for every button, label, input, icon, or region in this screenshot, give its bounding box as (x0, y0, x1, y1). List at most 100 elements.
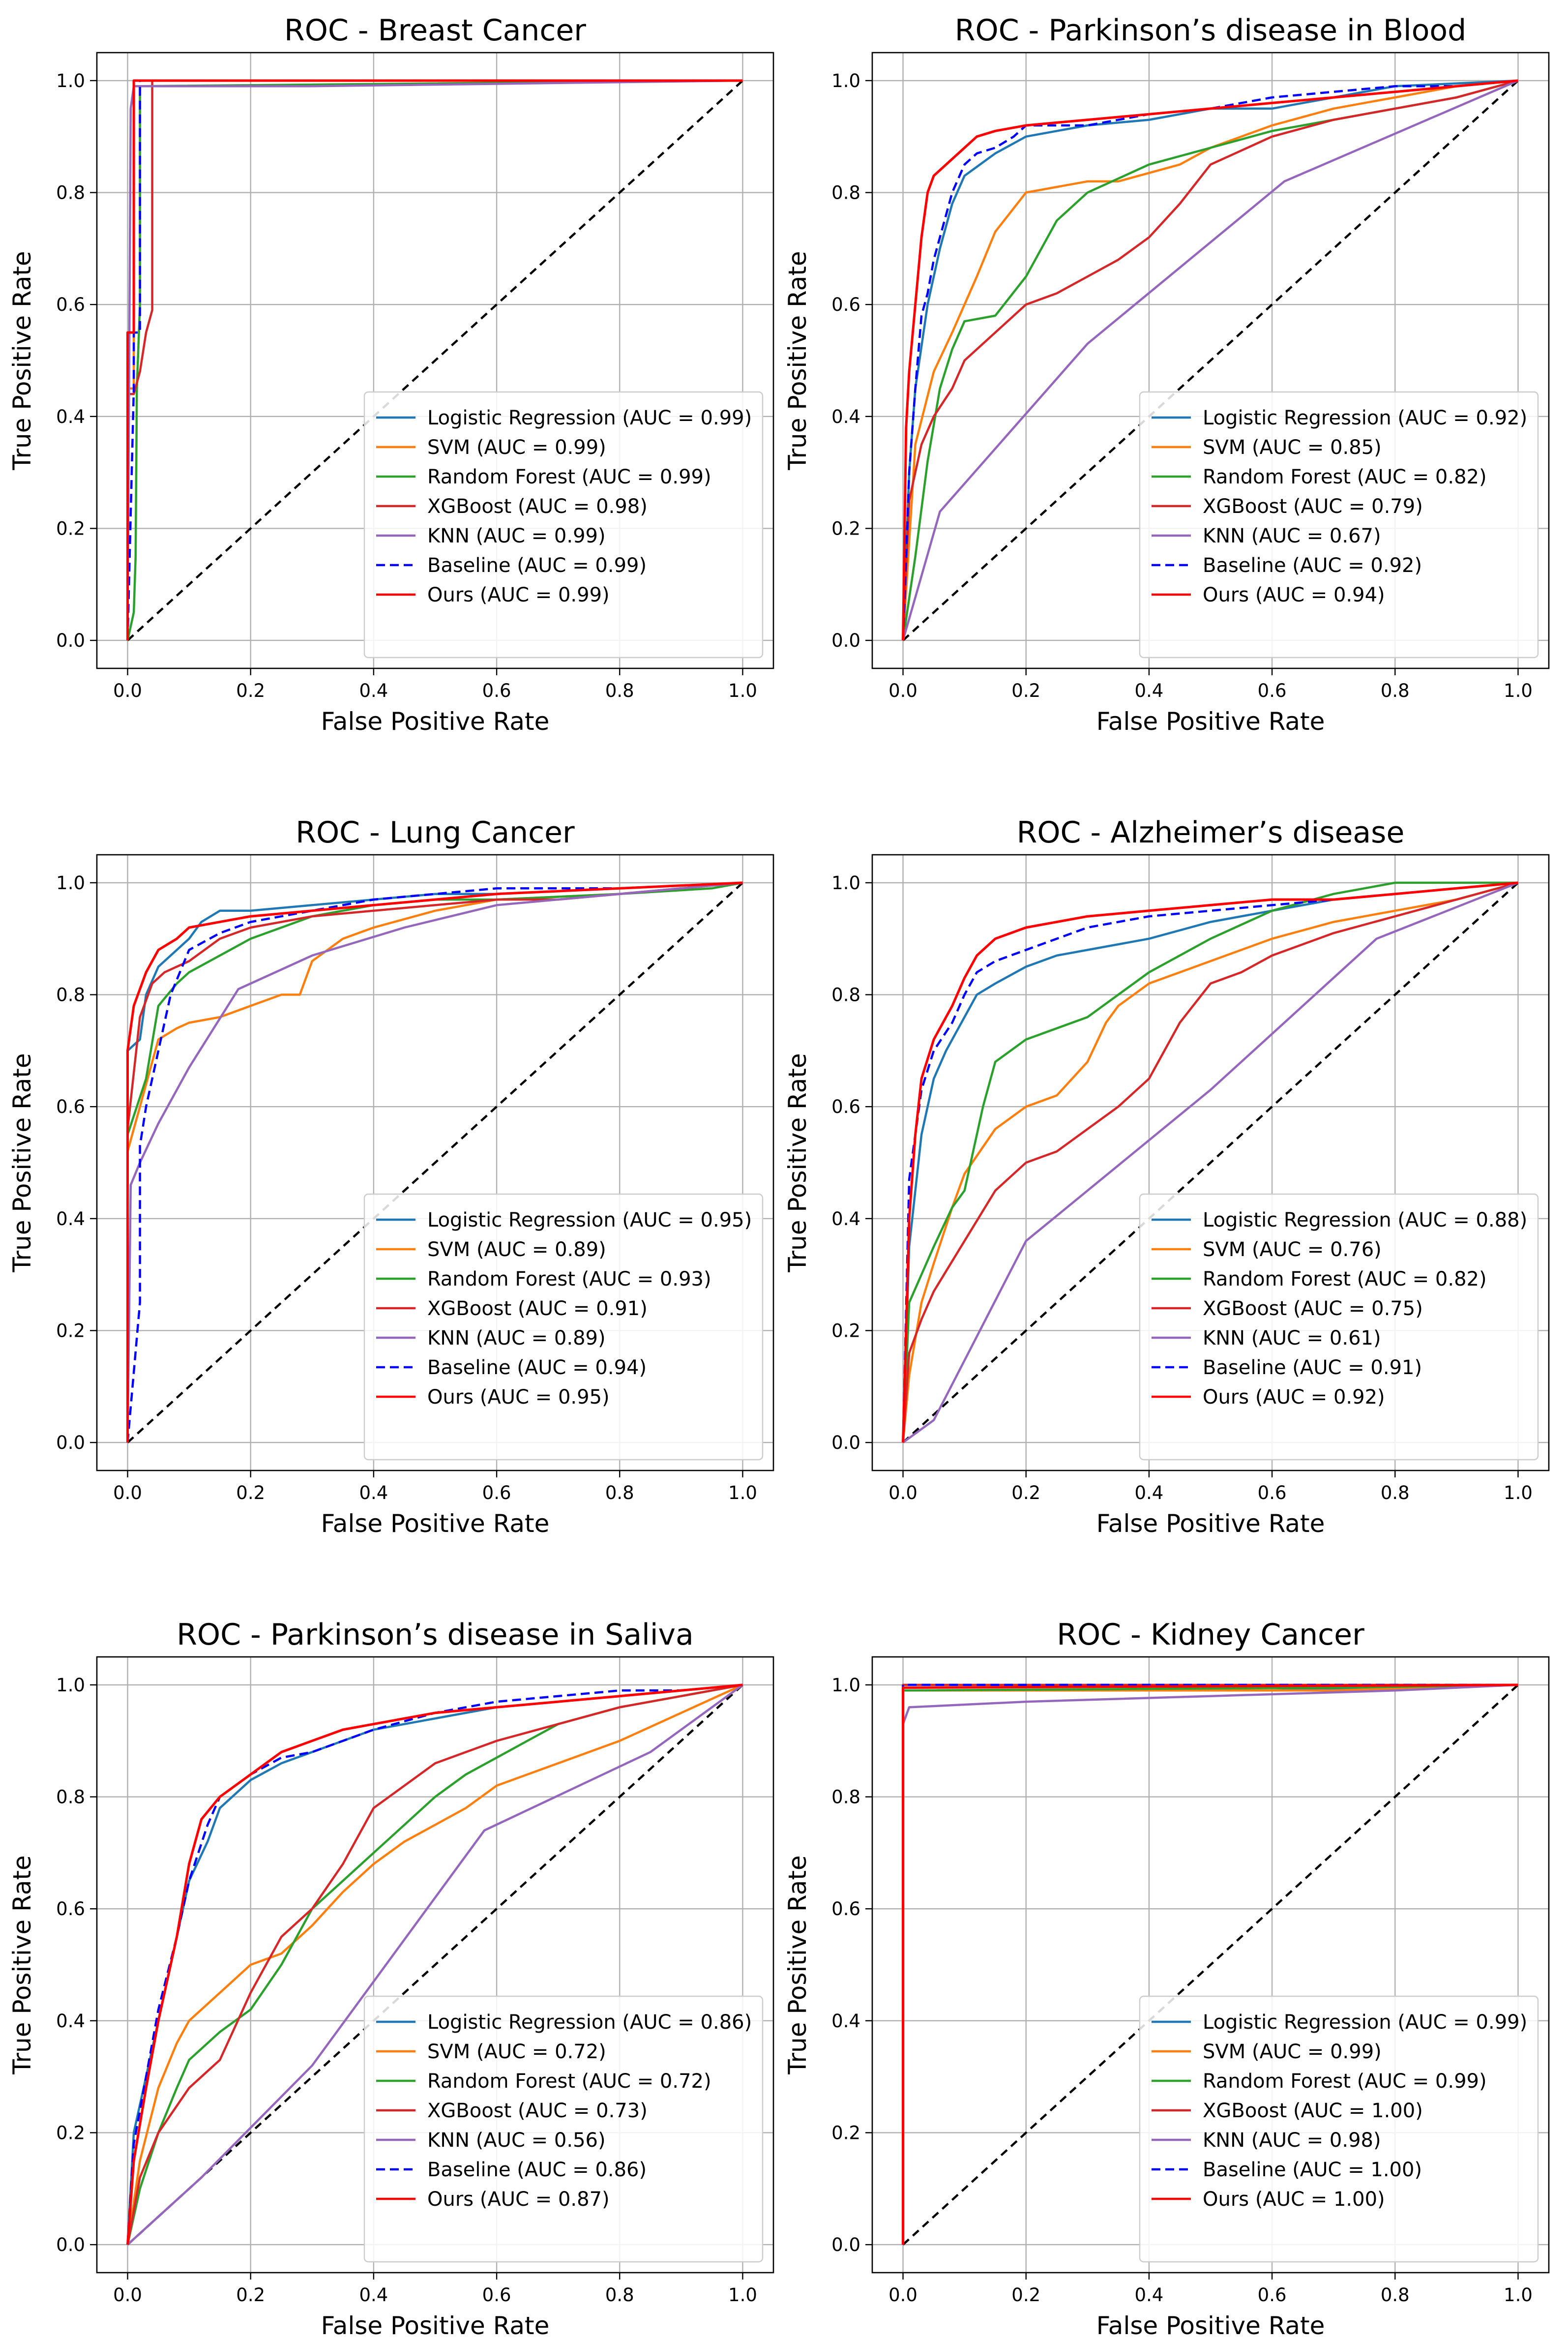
y-tick-label: 0.8 (56, 1787, 85, 1808)
y-tick-label: 0.0 (831, 630, 860, 651)
legend-label-svm: SVM (AUC = 0.89) (427, 1238, 606, 1261)
legend-label-rf: Random Forest (AUC = 0.93) (427, 1268, 711, 1291)
roc-curve-svm (902, 881, 1519, 1443)
x-tick-label: 0.2 (1011, 2284, 1040, 2306)
roc-curve-rf (902, 881, 1518, 1443)
x-tick-label: 1.0 (728, 2284, 757, 2306)
legend: Logistic Regression (AUC = 0.99) SVM (AUC… (363, 391, 764, 659)
legend: Logistic Regression (AUC = 0.86) SVM (AUC… (363, 1995, 764, 2263)
x-tick-label: 0.2 (1011, 680, 1040, 701)
x-tick-label: 0.6 (482, 2284, 511, 2306)
roc-curve-knn (126, 881, 743, 1443)
chart-title: ROC - Breast Cancer (284, 13, 586, 48)
x-tick-label: 0.6 (1258, 1482, 1287, 1503)
legend-label-baseline: Baseline (AUC = 1.00) (1203, 2159, 1422, 2181)
axes-frame (96, 854, 774, 1471)
legend-label-xgb: XGBoost (AUC = 0.91) (427, 1297, 648, 1320)
legend: Logistic Regression (AUC = 0.95) SVM (AUC… (363, 1193, 764, 1461)
x-tick-label: 0.0 (888, 680, 917, 701)
x-tick-label: 0.0 (113, 680, 142, 701)
roc-curve-baseline (126, 881, 743, 1443)
x-tick-label: 1.0 (1504, 680, 1533, 701)
legend-label-rf: Random Forest (AUC = 0.99) (427, 466, 711, 488)
x-axis-label: False Positive Rate (321, 707, 550, 736)
x-tick-label: 1.0 (728, 680, 757, 701)
x-tick-label: 0.4 (359, 680, 388, 701)
chance-diagonal-line (902, 882, 1519, 1443)
legend-label-ours: Ours (AUC = 0.92) (1203, 1386, 1385, 1409)
x-tick-label: 0.6 (1258, 680, 1287, 701)
chart-panel-6: 0.0 0.2 0.4 0.6 0.8 1.0 0.0 0.2 0.4 0.6 0.8 1.0 ROC … (783, 1618, 1550, 2340)
axes-frame (871, 1656, 1550, 2274)
legend-label-xgb: XGBoost (AUC = 0.75) (1203, 1297, 1423, 1320)
chart-panel-4: 0.0 0.2 0.4 0.6 0.8 1.0 0.0 0.2 0.4 0.6 0.8 1.0 ROC … (783, 815, 1550, 1538)
y-tick-label: 1.0 (831, 872, 860, 894)
chart-title: ROC - Lung Cancer (296, 815, 575, 850)
y-tick-label: 0.4 (56, 2011, 85, 2032)
legend-label-ours: Ours (AUC = 1.00) (1203, 2188, 1385, 2211)
legend-label-knn: KNN (AUC = 0.99) (427, 525, 606, 547)
y-tick-label: 0.4 (56, 406, 85, 427)
y-tick-label: 0.6 (831, 1096, 860, 1117)
x-tick-label: 0.8 (605, 680, 634, 701)
y-axis-label: True Positive Rate (783, 1053, 812, 1272)
x-tick-label: 0.4 (1134, 2284, 1163, 2306)
x-axis-label: False Positive Rate (1096, 2311, 1325, 2340)
legend-label-knn: KNN (AUC = 0.98) (1203, 2129, 1381, 2152)
y-axis-label: True Positive Rate (8, 1053, 36, 1272)
legend-label-xgb: XGBoost (AUC = 0.73) (427, 2100, 648, 2122)
x-axis-label: False Positive Rate (321, 2311, 550, 2340)
legend-label-logreg: Logistic Regression (AUC = 0.99) (427, 407, 752, 429)
roc-curve-ours (902, 881, 1518, 1443)
legend-label-xgb: XGBoost (AUC = 0.79) (1203, 495, 1423, 518)
legend-label-logreg: Logistic Regression (AUC = 0.88) (1203, 1209, 1527, 1231)
y-tick-label: 0.4 (56, 1208, 85, 1230)
y-tick-label: 0.6 (56, 294, 85, 315)
legend-label-baseline: Baseline (AUC = 0.94) (427, 1356, 647, 1379)
roc-curve-rf (126, 1683, 743, 2245)
roc-curve-ours (126, 1683, 743, 2245)
chance-diagonal-line (902, 80, 1519, 641)
x-tick-label: 0.0 (113, 2284, 142, 2306)
legend-label-logreg: Logistic Regression (AUC = 0.92) (1203, 407, 1527, 429)
y-tick-label: 0.2 (56, 2122, 85, 2143)
legend-label-svm: SVM (AUC = 0.76) (1203, 1238, 1382, 1261)
chance-diagonal-line (902, 1684, 1519, 2246)
roc-curve-ours (126, 79, 743, 641)
y-tick-label: 0.2 (831, 2122, 860, 2143)
roc-curve-rf (126, 881, 743, 1443)
y-tick-label: 0.0 (831, 2234, 860, 2255)
x-tick-label: 0.8 (1381, 680, 1410, 701)
y-tick-label: 0.0 (56, 1432, 85, 1453)
y-axis-label: True Positive Rate (783, 251, 812, 470)
x-tick-label: 0.0 (113, 1482, 142, 1503)
x-tick-label: 1.0 (728, 1482, 757, 1503)
y-tick-label: 0.2 (56, 518, 85, 539)
roc-curve-svm (126, 1683, 743, 2245)
roc-curve-ours (902, 79, 1518, 641)
legend-box (363, 1193, 764, 1461)
legend-label-rf: Random Forest (AUC = 0.99) (1203, 2070, 1487, 2093)
chart-title: ROC - Parkinson’s disease in Blood (955, 13, 1466, 48)
legend-label-knn: KNN (AUC = 0.61) (1203, 1327, 1381, 1350)
y-tick-label: 0.8 (831, 985, 860, 1006)
x-tick-label: 0.4 (1134, 680, 1163, 701)
legend-label-svm: SVM (AUC = 0.99) (427, 436, 606, 459)
x-tick-label: 0.8 (1381, 1482, 1410, 1503)
x-tick-label: 0.2 (236, 2284, 265, 2306)
legend-label-svm: SVM (AUC = 0.85) (1203, 436, 1382, 459)
legend-label-xgb: XGBoost (AUC = 0.98) (427, 495, 648, 518)
legend-box (363, 1995, 764, 2263)
x-tick-label: 0.0 (888, 1482, 917, 1503)
legend-label-ours: Ours (AUC = 0.95) (427, 1386, 610, 1409)
legend-label-ours: Ours (AUC = 0.99) (427, 584, 610, 606)
legend-label-baseline: Baseline (AUC = 0.92) (1203, 554, 1422, 577)
y-tick-label: 0.0 (56, 630, 85, 651)
y-tick-label: 0.6 (56, 1096, 85, 1117)
chance-diagonal-line (127, 1684, 743, 2246)
y-tick-label: 1.0 (56, 872, 85, 894)
legend-label-svm: SVM (AUC = 0.72) (427, 2041, 606, 2063)
y-tick-label: 0.8 (831, 1787, 860, 1808)
y-tick-label: 1.0 (56, 1675, 85, 1696)
